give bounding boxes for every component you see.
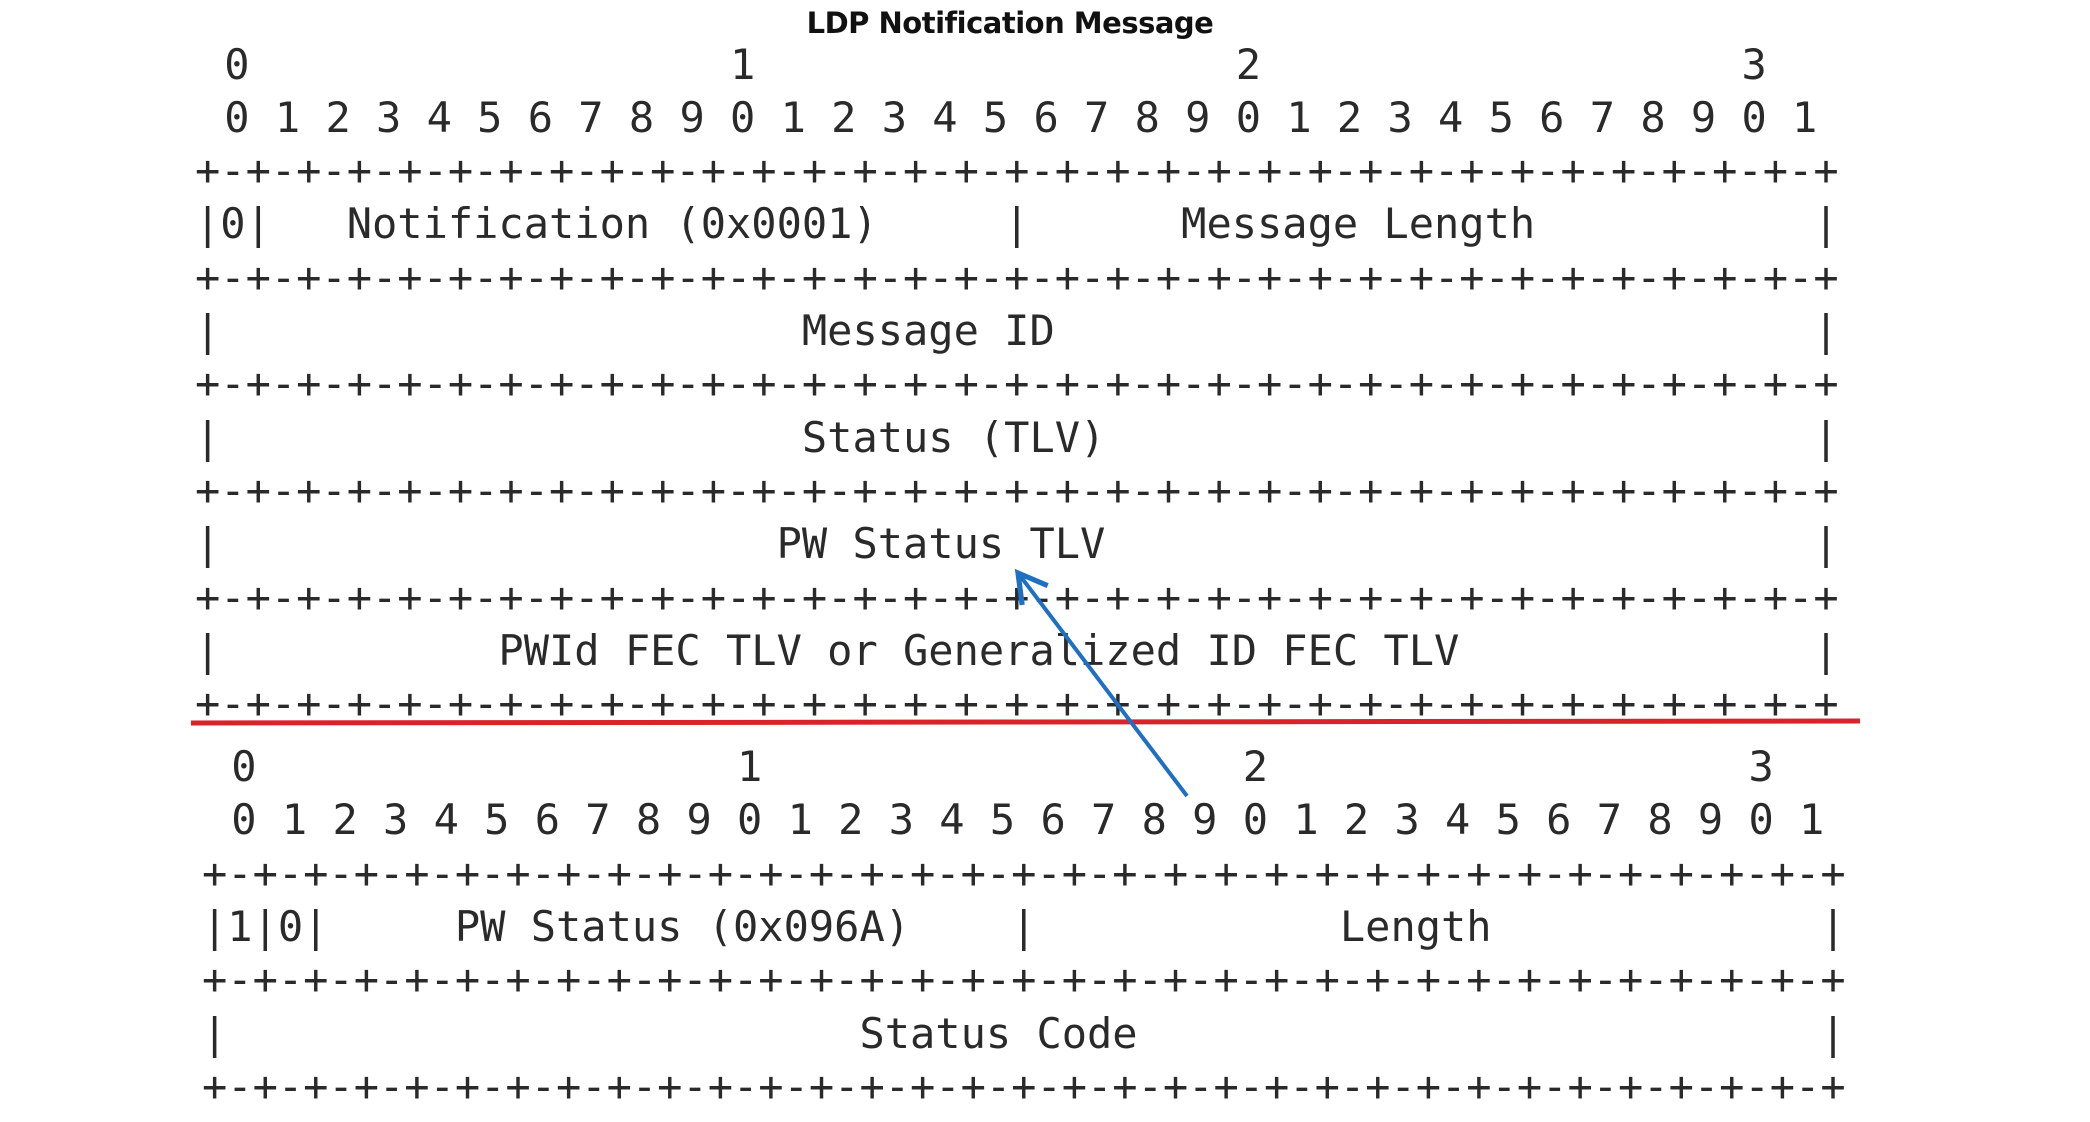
border: +-+-+-+-+-+-+-+-+-+-+-+-+-+-+-+-+-+-+-+-… bbox=[202, 1061, 1846, 1111]
border: +-+-+-+-+-+-+-+-+-+-+-+-+-+-+-+-+-+-+-+-… bbox=[195, 466, 1839, 516]
field-row: |1|0| PW Status (0x096A) | Length | bbox=[202, 901, 1846, 951]
field-row: | Message ID | bbox=[195, 306, 1839, 356]
red-divider bbox=[190, 718, 1861, 726]
ruler-tens: 0 1 2 3 bbox=[224, 39, 1767, 89]
arrow bbox=[1014, 568, 1189, 798]
border: +-+-+-+-+-+-+-+-+-+-+-+-+-+-+-+-+-+-+-+-… bbox=[202, 955, 1846, 1005]
field-row: | PWId FEC TLV or Generalized ID FEC TLV… bbox=[195, 626, 1839, 676]
border: +-+-+-+-+-+-+-+-+-+-+-+-+-+-+-+-+-+-+-+-… bbox=[195, 146, 1839, 196]
border: +-+-+-+-+-+-+-+-+-+-+-+-+-+-+-+-+-+-+-+-… bbox=[195, 252, 1839, 302]
ruler-units: 0 1 2 3 4 5 6 7 8 9 0 1 2 3 4 5 6 7 8 9 … bbox=[231, 795, 1825, 845]
field-row: |0| Notification (0x0001) | Message Leng… bbox=[195, 199, 1839, 249]
ruler-units: 0 1 2 3 4 5 6 7 8 9 0 1 2 3 4 5 6 7 8 9 … bbox=[224, 92, 1818, 142]
border: +-+-+-+-+-+-+-+-+-+-+-+-+-+-+-+-+-+-+-+-… bbox=[202, 848, 1846, 898]
field-row: | Status Code | bbox=[202, 1008, 1846, 1058]
title: LDP Notification Message bbox=[806, 6, 1214, 40]
border: +-+-+-+-+-+-+-+-+-+-+-+-+-+-+-+-+-+-+-+-… bbox=[195, 359, 1839, 409]
ruler-tens: 0 1 2 3 bbox=[231, 742, 1774, 791]
field-row: | Status (TLV) | bbox=[195, 412, 1839, 462]
field-row: | PW Status TLV | bbox=[195, 519, 1839, 569]
